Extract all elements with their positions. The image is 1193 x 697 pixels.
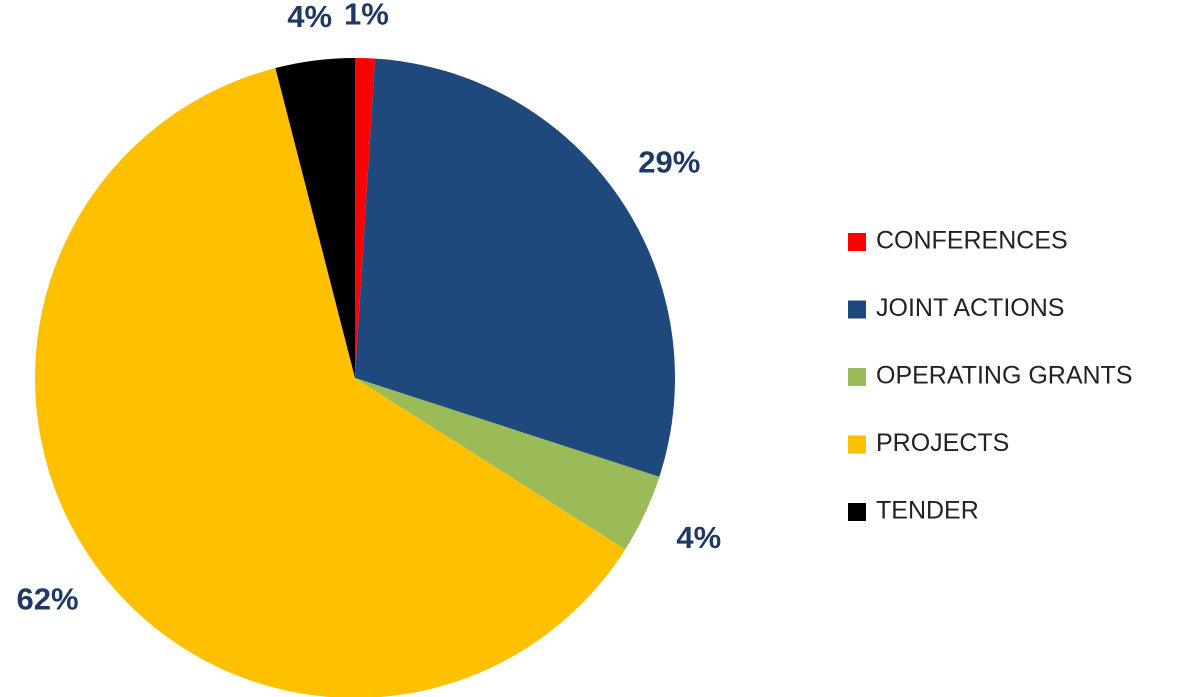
data-label: 29% xyxy=(638,145,700,180)
pie-slice xyxy=(355,58,675,477)
legend-swatch xyxy=(848,233,866,251)
legend-label: OPERATING GRANTS xyxy=(876,362,1133,390)
legend-label: TENDER xyxy=(876,497,979,525)
legend-label: PROJECTS xyxy=(876,429,1009,457)
legend-swatch xyxy=(848,300,866,319)
data-label: 62% xyxy=(17,582,79,617)
legend-label: JOINT ACTIONS xyxy=(876,294,1064,322)
pie-slice xyxy=(35,68,626,697)
pie-slice xyxy=(355,378,660,550)
data-label: 4% xyxy=(676,520,721,555)
legend-swatch xyxy=(848,368,866,386)
legend-label: CONFERENCES xyxy=(876,227,1068,255)
data-label: 4% xyxy=(287,0,332,34)
pie-slice xyxy=(275,58,355,378)
pie-slice xyxy=(355,58,376,378)
data-label: 1% xyxy=(344,0,389,31)
legend-swatch xyxy=(848,435,866,454)
legend-swatch xyxy=(848,503,866,521)
